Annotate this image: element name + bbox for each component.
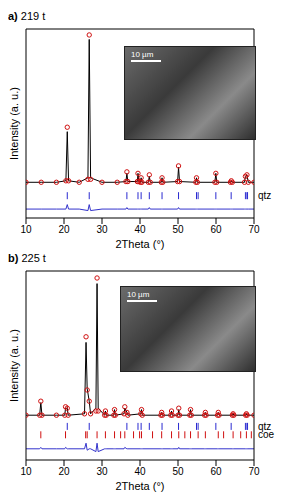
svg-text:60: 60 bbox=[210, 466, 222, 477]
html-text:10 µm: 10 µm bbox=[131, 50, 154, 59]
svg-text:10: 10 bbox=[20, 466, 32, 477]
svg-text:40: 40 bbox=[134, 466, 146, 477]
svg-text:qtz: qtz bbox=[258, 190, 271, 201]
html-text:a) 219 t: a) 219 t bbox=[8, 10, 46, 22]
svg-text:20: 20 bbox=[58, 224, 70, 235]
svg-text:30: 30 bbox=[96, 466, 108, 477]
svg-text:50: 50 bbox=[172, 224, 184, 235]
svg-text:70: 70 bbox=[248, 466, 260, 477]
svg-text:30: 30 bbox=[96, 224, 108, 235]
svg-text:50: 50 bbox=[172, 466, 184, 477]
svg-text:2Theta (°): 2Theta (°) bbox=[115, 238, 164, 250]
svg-text:Intensity (a. u.): Intensity (a. u.) bbox=[8, 87, 20, 160]
svg-text:10: 10 bbox=[20, 224, 32, 235]
html-text:10 µm: 10 µm bbox=[127, 290, 150, 299]
html-text:b) 225 t: b) 225 t bbox=[8, 252, 46, 264]
svg-text:qtz: qtz bbox=[258, 421, 272, 432]
svg-text:Intensity (a. u.): Intensity (a. u.) bbox=[8, 329, 20, 402]
svg-text:70: 70 bbox=[248, 224, 260, 235]
svg-text:2Theta (°): 2Theta (°) bbox=[115, 480, 164, 492]
svg-text:20: 20 bbox=[58, 466, 70, 477]
svg-text:40: 40 bbox=[134, 224, 146, 235]
svg-text:coe: coe bbox=[258, 429, 275, 440]
svg-text:60: 60 bbox=[210, 224, 222, 235]
